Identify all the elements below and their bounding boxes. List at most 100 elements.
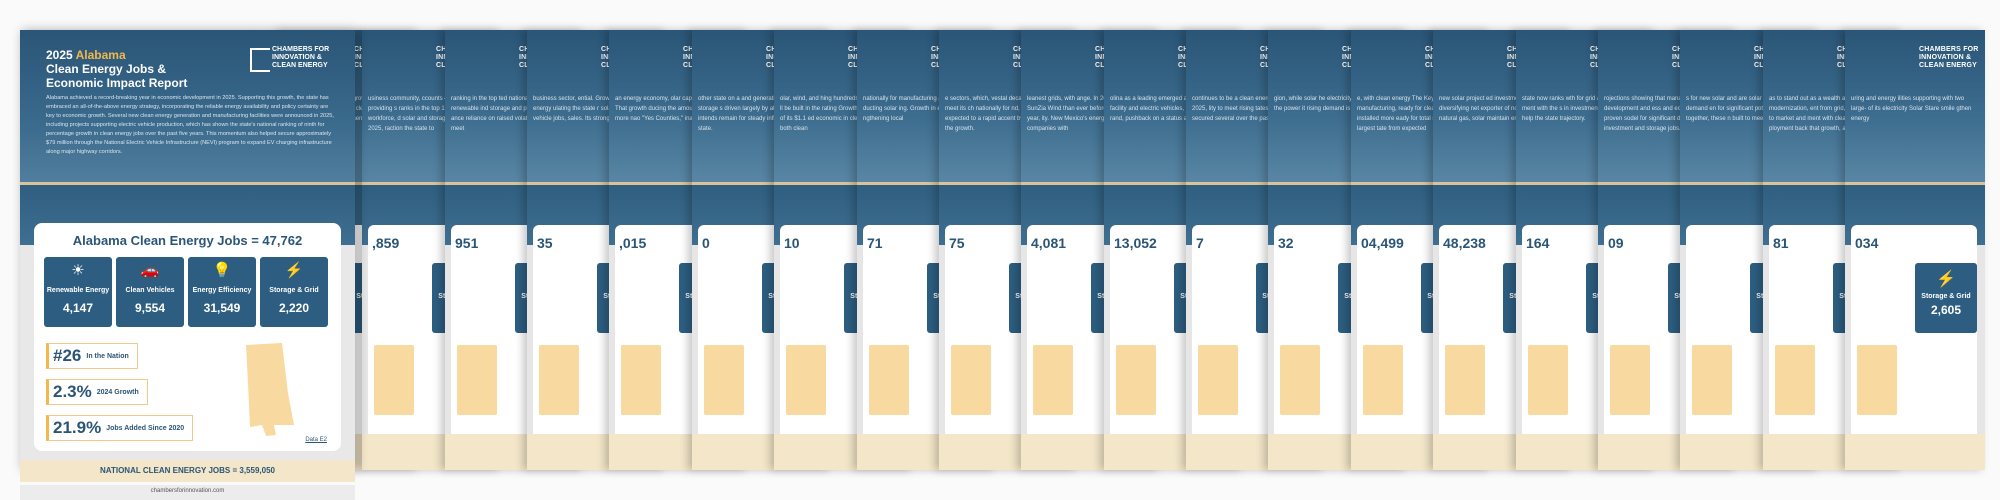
- logo-line-1: CHAMBERS FOR: [272, 46, 330, 53]
- footer-band: [20, 485, 355, 500]
- card-intro-text: business sector, ential. Growth in ower …: [533, 96, 654, 122]
- logo-line-3: CLEAN ENERGY: [272, 62, 328, 69]
- jobs-total: ,859: [372, 235, 400, 251]
- report-header: 2025 Alabama Clean Energy Jobs & Economi…: [20, 30, 355, 185]
- tile-value: 4,147: [62, 301, 94, 315]
- tile-storage-grid: ⚡ Storage & Grid 2,605: [1915, 263, 1977, 333]
- jobs-total: 164: [1526, 235, 1550, 251]
- card-intro-text: leanest grids, with ange. In 2025, the a…: [1027, 96, 1142, 132]
- jobs-total: 951: [455, 235, 479, 251]
- header-divider: [1021, 182, 1161, 185]
- card-intro-text: continues to be a clean energy jobs, ote…: [1192, 96, 1318, 122]
- jobs-total: 48,238: [1443, 235, 1486, 251]
- card-intro-text: gion, while solar he electricity ing the…: [1274, 96, 1397, 112]
- jobs-total: 0: [702, 235, 710, 251]
- jobs-total: 81: [1773, 235, 1789, 251]
- header-divider: [527, 182, 667, 185]
- state-map: [1528, 345, 1568, 415]
- header-divider: [609, 182, 749, 185]
- header-divider: [939, 182, 1079, 185]
- card-intro-text: nationally for manufacturing a strong cl…: [863, 96, 977, 122]
- card-intro-text: e, with clean energy The Keystone State …: [1357, 96, 1485, 132]
- state-map: [1198, 345, 1238, 415]
- stat-label: Jobs Added Since 2020: [106, 424, 185, 432]
- header-divider: [1845, 182, 1985, 185]
- state-report-card[interactable]: CHAMBERS FOR INNOVATION & CLEAN ENERGY urin…: [1845, 30, 1985, 470]
- jobs-total: 10: [784, 235, 800, 251]
- jobs-total: 13,052: [1114, 235, 1157, 251]
- tile-label: Storage & Grid: [1921, 293, 1971, 300]
- sun-wind-icon: ☀: [71, 262, 85, 279]
- title-line-3: Economic Impact Report: [46, 76, 188, 90]
- lightbulb-icon: 💡: [212, 262, 232, 279]
- intro-paragraph: Alabama achieved a record-breaking year …: [46, 95, 334, 155]
- state-map: [786, 345, 826, 415]
- card-intro-text: olina as a leading emerged as a top ng n…: [1110, 96, 1232, 122]
- state-map: [1116, 345, 1156, 415]
- card-intro-text: as to stand out as a wealth attracted mo…: [1769, 96, 1894, 132]
- state-map: [1363, 345, 1403, 415]
- alabama-map: [246, 343, 294, 436]
- state-map: [539, 345, 579, 415]
- front-overlay: Alabama Clean Energy Jobs = 47,762 ☀ Ren…: [20, 30, 355, 500]
- tile-value: 9,554: [134, 301, 166, 315]
- header-divider: [857, 182, 997, 185]
- jobs-total: 35: [537, 235, 553, 251]
- title-line-2: Clean Energy Jobs &: [46, 62, 167, 76]
- header-divider: [362, 182, 502, 185]
- logo-line-1: CHAMBERS FOR: [1919, 46, 1979, 53]
- tile-renewable-energy: ☀ Renewable Energy 4,147: [44, 257, 112, 327]
- national-jobs-total: NATIONAL CLEAN ENERGY JOBS = 3,559,050: [100, 466, 275, 475]
- card-intro-text: new solar project ed investments are d w…: [1439, 96, 1558, 122]
- header-divider: [1351, 182, 1491, 185]
- ev-car-icon: 🚗: [140, 262, 160, 279]
- stat-value: #26: [53, 346, 82, 365]
- jobs-total: 7: [1196, 235, 1204, 251]
- header-divider: [1104, 182, 1244, 185]
- logo-line-3: CLEAN ENERGY: [1919, 62, 1978, 69]
- state-map: [457, 345, 497, 415]
- data-source-link[interactable]: Data E2: [305, 437, 327, 443]
- state-map: [1610, 345, 1650, 415]
- state-map: [621, 345, 661, 415]
- card-intro-text: state now ranks wth for grid and eployme…: [1522, 96, 1649, 122]
- stat-label: In the Nation: [86, 352, 129, 360]
- tile-clean-vehicles: 🚗 Clean Vehicles 9,554: [116, 257, 184, 327]
- tile-value: 2,605: [1930, 303, 1962, 317]
- state-map: [1775, 345, 1815, 415]
- header-divider: [1186, 182, 1326, 185]
- header-divider: [692, 182, 832, 185]
- stat-label: 2024 Growth: [96, 388, 139, 396]
- jobs-panel: Alabama Clean Energy Jobs = 47,762 ☀ Ren…: [34, 223, 341, 451]
- logo-mark-icon: [250, 48, 270, 72]
- jobs-total: 09: [1608, 235, 1624, 251]
- card-intro-text: rojections showing that manages the deve…: [1604, 96, 1729, 132]
- chambers-logo: CHAMBERS FOR INNOVATION & CLEAN ENERGY: [250, 46, 350, 76]
- tile-storage-grid: ⚡ Storage & Grid 2,220: [260, 257, 328, 327]
- stat-growth: 2.3% 2024 Growth: [46, 379, 148, 405]
- logo-text: CHAMBERS FOR INNOVATION & CLEAN ENERGY: [272, 46, 329, 70]
- jobs-heading: Alabama Clean Energy Jobs = 47,762: [72, 233, 303, 248]
- jobs-total: 04,499: [1361, 235, 1404, 251]
- tile-value: 2,220: [278, 301, 310, 315]
- card-intro-text: uring and energy ilities supporting with…: [1851, 96, 1972, 122]
- logo-line-2: INNOVATION &: [272, 54, 322, 61]
- state-map: [1857, 345, 1897, 415]
- stat-jobs-added: 21.9% Jobs Added Since 2020: [46, 415, 194, 441]
- state-map: [869, 345, 909, 415]
- website-link[interactable]: chambersforinnovation.com: [150, 488, 225, 494]
- card-intro-text: an energy economy, olar capacity. It als…: [615, 96, 742, 122]
- header-divider: [20, 182, 355, 185]
- card-header: CHAMBERS FOR INNOVATION & CLEAN ENERGY urin…: [1845, 30, 1985, 185]
- tile-energy-efficiency: 💡 Energy Efficiency 31,549: [188, 257, 256, 327]
- title-state: Alabama: [75, 48, 126, 62]
- logo-line-2: INNOVATION &: [1919, 54, 1972, 61]
- stat-value: 21.9%: [53, 418, 102, 437]
- footer-band: [1845, 434, 1985, 470]
- state-map: [951, 345, 991, 415]
- card-intro-text: ranking in the top ted nationally for ed…: [451, 96, 568, 132]
- national-jobs-band: NATIONAL CLEAN ENERGY JOBS = 3,559,050: [20, 460, 355, 482]
- report-title: 2025 Alabama Clean Energy Jobs & Economi…: [46, 48, 187, 90]
